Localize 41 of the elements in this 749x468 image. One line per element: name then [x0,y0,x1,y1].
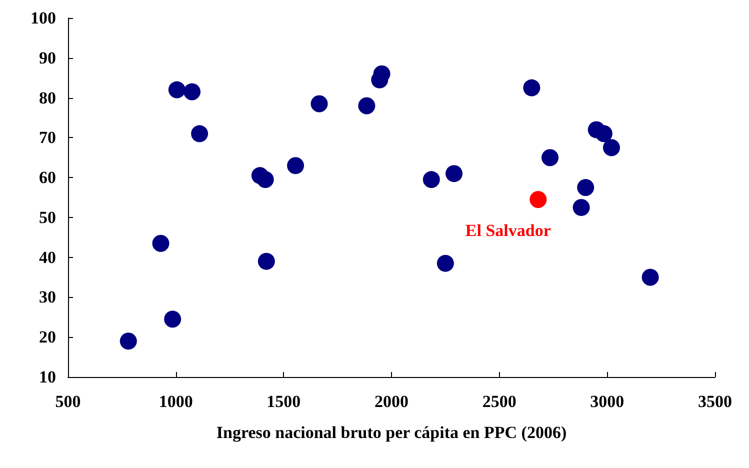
point [168,81,186,98]
point [310,95,328,112]
point [287,157,304,174]
y-tick-label: 80 [39,88,56,108]
series-label: El Salvador [465,220,552,240]
point [530,191,547,208]
y-tick-label: 100 [30,8,56,28]
point [523,79,540,96]
x-tick-label: 3000 [590,392,624,411]
point [120,332,137,350]
point [184,83,201,100]
point [577,179,594,196]
point [446,165,463,182]
point [152,234,170,252]
x-axis-title: Ingreso nacional bruto per cápita en PPC (2006) [216,423,567,442]
point [602,139,620,156]
y-tick-label: 90 [39,48,56,68]
point [595,125,612,142]
point [164,310,182,328]
y-tick-label: 70 [39,128,56,148]
point [572,198,590,216]
x-tick-label: 500 [55,392,81,411]
y-tick-label: 20 [39,328,56,347]
x-tick-label: 3500 [698,392,732,411]
y-tick-label: 40 [39,248,56,267]
x-tick-label: 1000 [158,392,193,411]
point [256,171,274,188]
x-tick-label: 2000 [374,392,408,411]
point [422,171,440,188]
y-tick-label: 60 [39,168,56,188]
point [542,149,559,166]
point [436,254,454,272]
y-tick-label: 10 [39,368,56,386]
y-tick-label: 30 [39,288,56,307]
point [191,125,208,142]
point [642,268,659,286]
x-tick-label: 1500 [266,392,301,411]
point [258,252,275,270]
y-tick-label: 50 [39,208,56,227]
x-tick-label: 2500 [482,392,516,411]
point [358,97,376,114]
